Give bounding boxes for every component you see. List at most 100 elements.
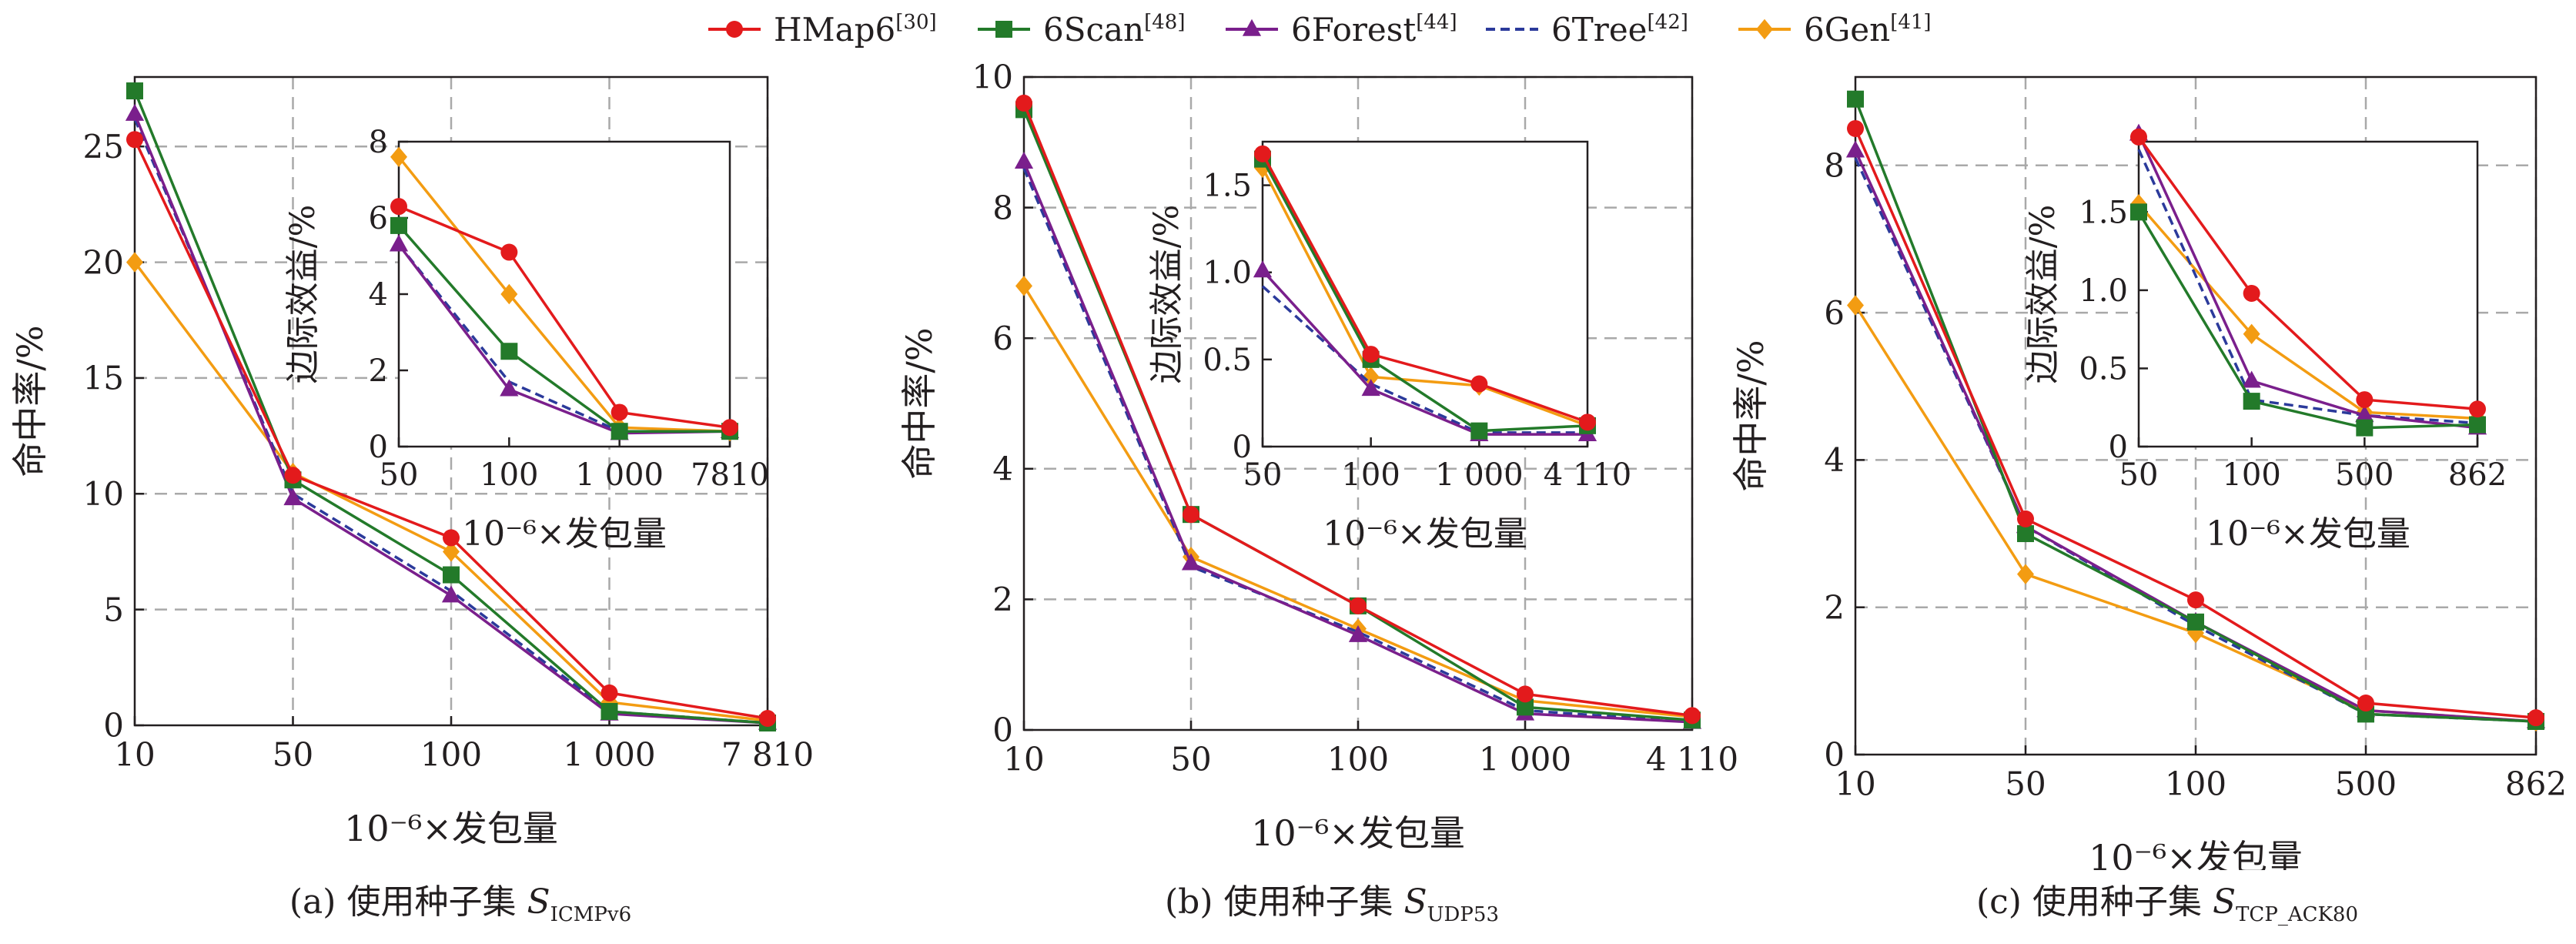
series-hmap6: [1015, 94, 1701, 725]
series-line: [2137, 149, 2478, 425]
data-point: [390, 198, 407, 216]
legend-item-6scan: 6Scan[48]: [978, 11, 1185, 49]
data-point: [2017, 564, 2034, 584]
y-tick-label: 4: [1824, 441, 1845, 479]
caption-c: (c) 使用种子集 STCP_ACK80: [1975, 882, 2359, 926]
series-hmap6: [1847, 119, 2544, 727]
inset-b: 0 0.5 1.0 1.5 50 100 1 000 4 110 10⁻⁶×发包量 边际效益/%: [1147, 140, 1632, 554]
data-point: [611, 403, 628, 421]
x-tick-label: 10: [1835, 765, 1875, 803]
x-tick-label: 100: [420, 736, 482, 774]
data-point: [1361, 379, 1380, 397]
series-line: [398, 205, 731, 429]
series-line: [2137, 133, 2478, 430]
data-point: [126, 131, 143, 149]
series-6scan: [2130, 203, 2486, 437]
data-point: [2527, 709, 2544, 727]
x-axis-label: 10⁻⁶×发包量: [2089, 837, 2303, 870]
series-line: [1261, 269, 1587, 436]
data-point: [2469, 416, 2486, 434]
y-tick-label: 1.5: [2079, 195, 2128, 230]
series-6tree: [2137, 149, 2478, 425]
y-tick-label: 8: [992, 189, 1013, 226]
data-point: [1350, 597, 1367, 614]
x-tick-label: 50: [273, 736, 313, 774]
data-point: [126, 82, 143, 100]
y-tick-label: 0: [992, 711, 1013, 749]
data-point: [611, 423, 628, 440]
plot-frame: [1261, 140, 1589, 448]
data-point: [2355, 405, 2374, 423]
y-tick-label: 20: [83, 243, 124, 281]
legend-marker: [1756, 18, 1773, 40]
data-point: [1014, 152, 1034, 169]
series-line: [397, 156, 731, 433]
x-tick-label: 50: [1170, 741, 1211, 778]
data-point: [390, 146, 407, 167]
x-tick-label: 10: [114, 736, 155, 774]
y-tick-label: 6: [1824, 294, 1845, 332]
x-tick-label: 10: [1003, 741, 1044, 778]
y-axis-label: 命中率/%: [898, 327, 940, 479]
y-tick-label: 1.0: [1203, 256, 1252, 291]
x-tick-label: 50: [380, 457, 419, 493]
y-tick-label: 2: [1824, 588, 1845, 626]
series-line: [2137, 203, 2478, 420]
y-tick-label: 0: [369, 430, 388, 465]
inset-a: 0 2 4 6 8 50 100 1 000 7810 10⁻⁶×发包量 边际效益/%: [283, 125, 769, 554]
x-axis-label: 10⁻⁶×发包量: [1251, 812, 1465, 854]
data-point: [1015, 94, 1032, 112]
data-point: [1847, 90, 1864, 108]
data-point: [2357, 695, 2374, 712]
series-line: [1261, 158, 1588, 433]
captions: (a) 使用种子集 SICMPv6 (b) 使用种子集 SUDP53 (c) 使…: [0, 874, 2576, 936]
x-axis-label: 10⁻⁶×发包量: [1323, 514, 1527, 554]
x-tick-label: 100: [2222, 457, 2280, 493]
x-tick-label: 4 110: [1544, 457, 1632, 493]
series-line: [1261, 167, 1588, 427]
data-point: [1362, 367, 1380, 387]
data-point: [2356, 419, 2374, 437]
x-tick-label: 1 000: [1479, 741, 1571, 778]
data-point: [2243, 323, 2260, 344]
x-tick-label: 7 810: [721, 736, 814, 774]
data-point: [759, 709, 776, 727]
x-axis-label: 10⁻⁶×发包量: [2206, 514, 2410, 554]
data-point: [2242, 370, 2261, 388]
data-point: [1847, 119, 1864, 137]
x-tick-label: 50: [2005, 765, 2046, 803]
data-point: [284, 467, 302, 484]
y-tick-label: 0.5: [1203, 343, 1252, 378]
data-point: [500, 379, 519, 397]
caption-a: (a) 使用种子集 SICMPv6: [289, 882, 632, 926]
x-tick-label: 50: [1243, 457, 1283, 493]
chart-legend: HMap6[30] 6Scan[48] 6Forest[44] 6Tree[42] 6G…: [708, 11, 1932, 49]
y-tick-label: 10: [972, 59, 1013, 96]
data-point: [601, 702, 618, 720]
data-point: [441, 585, 461, 603]
x-tick-label: 7810: [691, 457, 769, 493]
legend-label: 6Scan[48]: [1043, 11, 1185, 49]
data-point: [283, 488, 303, 506]
legend-marker: [995, 21, 1012, 38]
y-tick-label: 0.5: [2079, 351, 2128, 387]
panel-b: 0 2 4 6 8 10 10 50 100 1 000 4 110 10⁻⁶×发包量 命中率/%: [898, 59, 1738, 854]
data-point: [390, 216, 407, 234]
data-point: [443, 566, 460, 584]
data-point: [1847, 295, 1864, 316]
data-point: [125, 103, 145, 121]
series-line: [2137, 211, 2478, 430]
data-point: [2356, 391, 2374, 409]
legend-label: 6Forest[44]: [1291, 11, 1457, 49]
y-axis-label: 命中率/%: [9, 325, 51, 477]
x-tick-label: 1 000: [1435, 457, 1524, 493]
x-tick-label: 100: [480, 457, 538, 493]
x-axis-label: 10⁻⁶×发包量: [462, 514, 667, 554]
y-axis-label: 边际效益/%: [1147, 205, 1186, 384]
data-point: [2243, 393, 2260, 410]
x-tick-label: 4 110: [1646, 741, 1738, 778]
data-point: [2187, 613, 2204, 631]
y-tick-label: 0: [2109, 430, 2128, 465]
data-point: [389, 234, 409, 252]
x-tick-label: 100: [2165, 765, 2226, 803]
